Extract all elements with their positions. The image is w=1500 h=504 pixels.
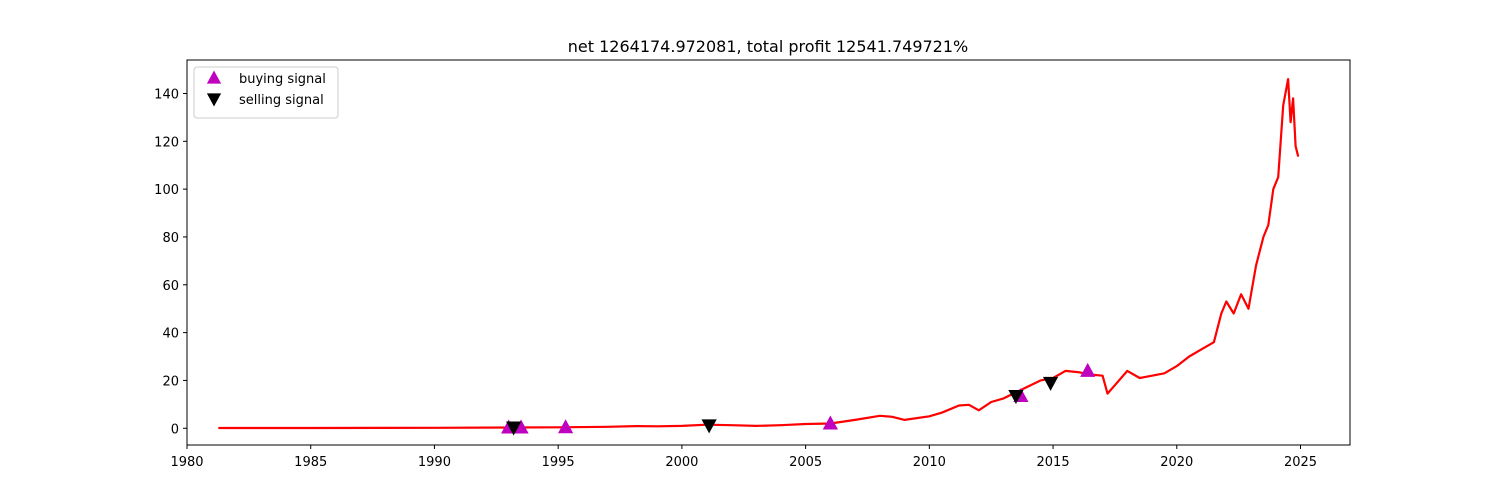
x-tick-label: 1985 (294, 455, 327, 470)
x-tick-label: 2010 (913, 455, 946, 470)
y-tick-label: 40 (162, 327, 179, 342)
axes-frame (186, 59, 1351, 446)
y-tick-label: 80 (162, 231, 179, 246)
sell-signal-marker (1042, 376, 1059, 391)
sell-signal-marker (506, 421, 522, 436)
legend-box (193, 66, 339, 119)
x-tick-label: 1990 (418, 455, 451, 470)
buy-signal-marker (822, 415, 838, 430)
x-tick-label: 1980 (170, 455, 203, 470)
price-line (218, 78, 1300, 430)
x-tick-label: 2020 (1160, 455, 1193, 470)
plot-area (218, 78, 1300, 436)
buy-signal-marker (1080, 362, 1096, 377)
legend-buy-label: buying signal (239, 72, 326, 87)
buy-signal-marker (557, 419, 574, 434)
x-tick-label: 2000 (665, 455, 698, 470)
sell-signal-marker (1008, 389, 1024, 404)
x-tick-label: 1995 (542, 455, 575, 470)
buy-signal-marker (513, 419, 529, 434)
axes: 1980 1985 1990 1995 2000 2005 2010 2015 2020 2025… (154, 59, 1351, 470)
x-tick-label: 2015 (1037, 455, 1070, 470)
y-tick-label: 140 (154, 87, 179, 102)
x-tick-label: 2005 (789, 455, 822, 470)
x-tick-label: 2025 (1284, 455, 1317, 470)
y-tick-label: 60 (162, 279, 179, 294)
y-tick-label: 20 (162, 374, 179, 389)
legend-sell-label: selling signal (239, 93, 324, 108)
y-tick-label: 0 (171, 422, 179, 437)
legend-sell-marker (206, 93, 222, 107)
legend: buying signal selling signal (193, 66, 339, 119)
chart-title: net 1264174.972081, total profit 12541.7… (568, 37, 968, 56)
y-tick-label: 120 (154, 135, 179, 150)
sell-signal-marker (701, 419, 717, 434)
y-tick-label: 100 (154, 183, 179, 198)
legend-buy-marker (206, 70, 222, 84)
